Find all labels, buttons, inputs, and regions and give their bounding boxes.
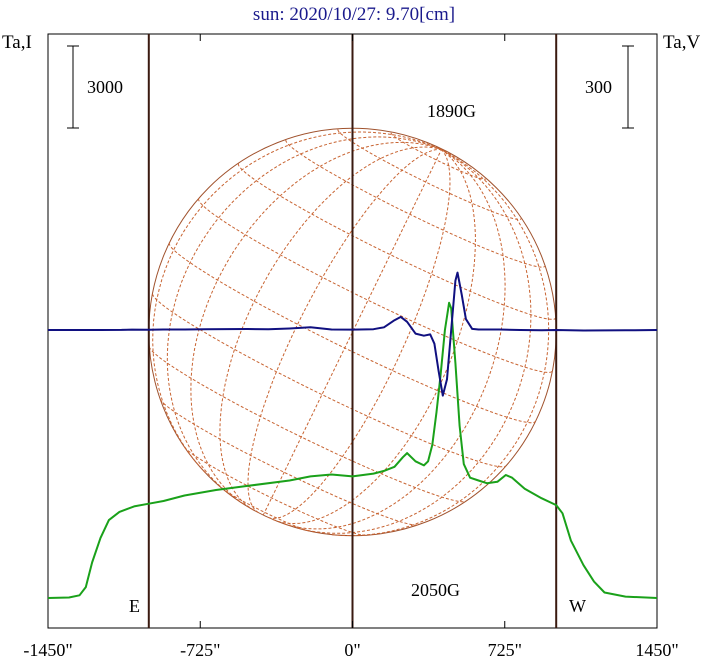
parallel-line (221, 487, 311, 532)
parallel-line (390, 132, 487, 180)
meridian-line (272, 149, 476, 525)
heliographic-parallels (148, 129, 556, 536)
parallel-line (152, 293, 506, 468)
x-tick-label: 0" (344, 640, 360, 660)
annotation-trough: 2050G (411, 580, 460, 600)
x-tick-label: -725" (180, 640, 220, 660)
parallel-line (148, 346, 467, 503)
series-line-V (48, 271, 658, 397)
left-scale-bar (67, 45, 79, 129)
meridian-line (152, 131, 442, 474)
meridian-line (268, 149, 451, 519)
left-axis-label: Ta,I (2, 32, 32, 53)
x-axis-ticks (47, 34, 658, 628)
east-limb-label: E (129, 596, 140, 616)
meridian-line (262, 149, 442, 516)
solar-disk-grid (148, 127, 557, 537)
right-axis-label: Ta,V (663, 32, 700, 53)
meridian-line (283, 149, 506, 530)
meridian-line (166, 136, 442, 497)
parallel-line (184, 446, 366, 536)
x-tick-label: 725" (488, 640, 522, 660)
left-scale-label: 3000 (87, 77, 123, 97)
x-axis-tick-labels: -1450" -725" 0" 725" 1450" (23, 640, 678, 660)
meridian-line (219, 146, 442, 511)
series-group (47, 271, 658, 599)
parallel-line (285, 139, 546, 268)
west-limb-label: W (569, 596, 586, 616)
x-tick-label: -1450" (23, 640, 72, 660)
parallel-line (337, 129, 522, 220)
right-scale-label: 300 (585, 77, 612, 97)
meridian-line (297, 149, 532, 534)
meridian-line (247, 148, 442, 513)
parallel-line (237, 163, 556, 320)
meridian-line (332, 149, 550, 537)
x-tick-label: 1450" (635, 640, 678, 660)
series-line-I (47, 301, 658, 599)
meridian-line (190, 141, 442, 505)
parallel-line (168, 242, 536, 424)
heliographic-meridians (152, 131, 550, 537)
right-scale-bar (622, 45, 634, 129)
annotation-peak: 1890G (427, 101, 476, 121)
chart-title: sun: 2020/10/27: 9.70[cm] (253, 4, 455, 25)
